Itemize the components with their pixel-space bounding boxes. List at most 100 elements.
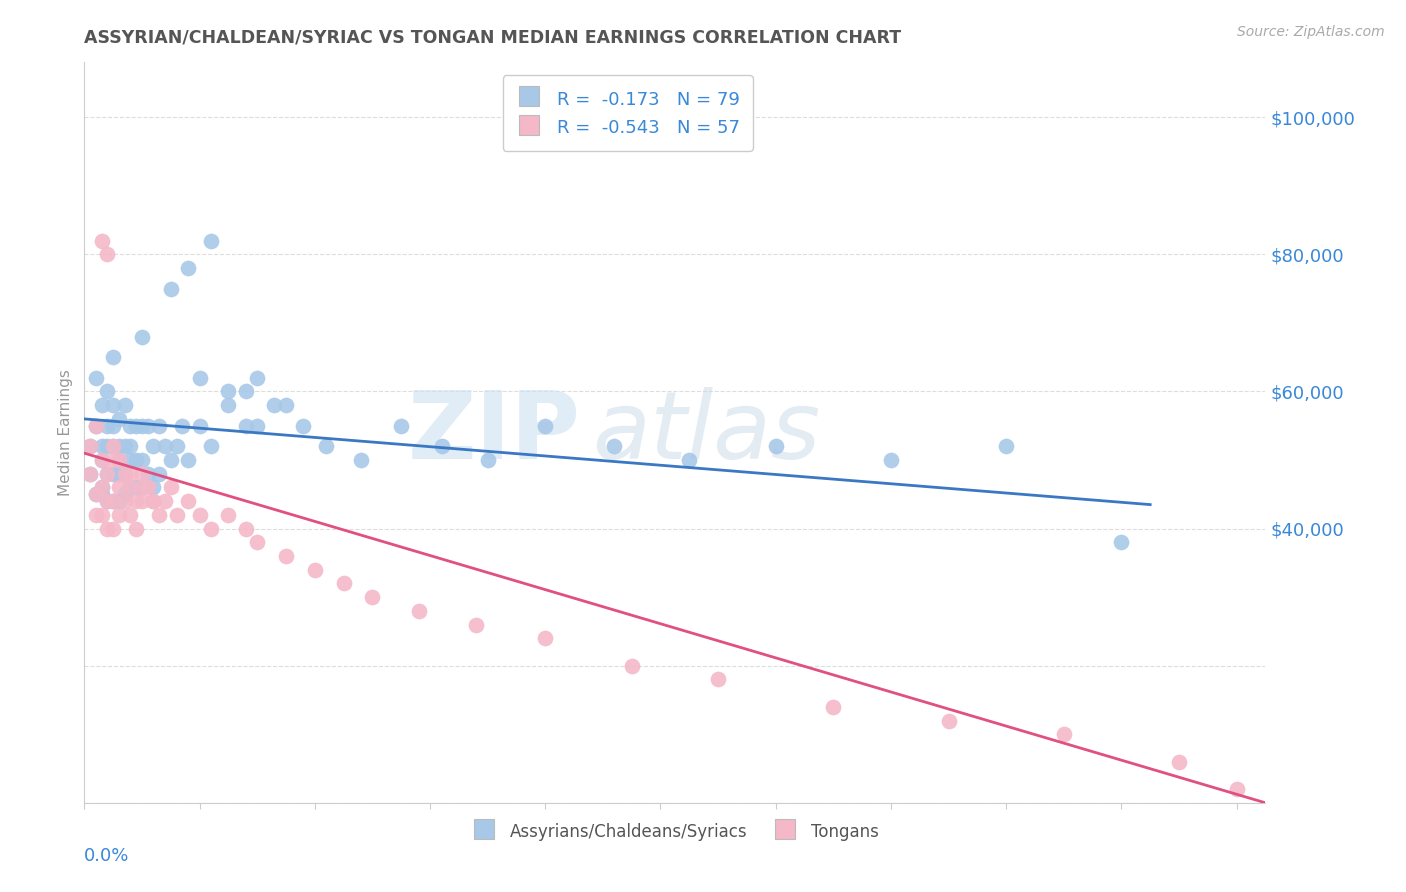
Point bbox=[84, 418, 107, 433]
Point bbox=[177, 494, 200, 508]
Point bbox=[90, 453, 112, 467]
Text: atlas: atlas bbox=[592, 387, 821, 478]
Point bbox=[96, 522, 118, 536]
Point bbox=[108, 453, 131, 467]
Point bbox=[90, 439, 112, 453]
Point bbox=[148, 508, 170, 522]
Point bbox=[142, 494, 165, 508]
Point bbox=[114, 487, 136, 501]
Point bbox=[125, 418, 148, 433]
Point bbox=[1111, 535, 1133, 549]
Point bbox=[188, 371, 211, 385]
Point bbox=[200, 439, 222, 453]
Point bbox=[90, 398, 112, 412]
Point bbox=[131, 494, 153, 508]
Point bbox=[200, 234, 222, 248]
Point bbox=[361, 590, 384, 604]
Point bbox=[465, 617, 488, 632]
Point bbox=[136, 467, 159, 481]
Point bbox=[114, 398, 136, 412]
Point bbox=[79, 467, 101, 481]
Point bbox=[84, 371, 107, 385]
Point bbox=[166, 439, 188, 453]
Point bbox=[96, 439, 118, 453]
Point bbox=[823, 699, 845, 714]
Point bbox=[114, 439, 136, 453]
Point bbox=[159, 480, 181, 494]
Text: Source: ZipAtlas.com: Source: ZipAtlas.com bbox=[1237, 25, 1385, 39]
Point bbox=[108, 412, 131, 426]
Point bbox=[108, 480, 131, 494]
Point bbox=[96, 494, 118, 508]
Point bbox=[188, 418, 211, 433]
Point bbox=[235, 384, 257, 399]
Point bbox=[108, 494, 131, 508]
Point bbox=[315, 439, 337, 453]
Point bbox=[101, 522, 124, 536]
Point bbox=[430, 439, 453, 453]
Point bbox=[114, 494, 136, 508]
Point bbox=[172, 418, 194, 433]
Point bbox=[101, 494, 124, 508]
Point bbox=[274, 398, 297, 412]
Point bbox=[84, 418, 107, 433]
Point bbox=[707, 673, 730, 687]
Point bbox=[120, 480, 142, 494]
Point bbox=[235, 522, 257, 536]
Point bbox=[136, 418, 159, 433]
Point bbox=[246, 535, 269, 549]
Point bbox=[263, 398, 285, 412]
Point bbox=[101, 453, 124, 467]
Point bbox=[90, 480, 112, 494]
Point bbox=[101, 350, 124, 364]
Point bbox=[120, 467, 142, 481]
Point bbox=[534, 418, 557, 433]
Point bbox=[125, 522, 148, 536]
Point bbox=[177, 453, 200, 467]
Point bbox=[101, 467, 124, 481]
Legend: Assyrians/Chaldeans/Syriacs, Tongans: Assyrians/Chaldeans/Syriacs, Tongans bbox=[463, 813, 887, 850]
Point bbox=[79, 439, 101, 453]
Point bbox=[217, 384, 239, 399]
Point bbox=[880, 453, 903, 467]
Point bbox=[620, 658, 643, 673]
Point bbox=[408, 604, 430, 618]
Point bbox=[1168, 755, 1191, 769]
Point bbox=[96, 384, 118, 399]
Point bbox=[90, 508, 112, 522]
Point bbox=[120, 480, 142, 494]
Point bbox=[153, 439, 176, 453]
Point bbox=[120, 453, 142, 467]
Point bbox=[101, 398, 124, 412]
Text: ZIP: ZIP bbox=[408, 386, 581, 479]
Point bbox=[96, 467, 118, 481]
Point bbox=[101, 494, 124, 508]
Point bbox=[114, 467, 136, 481]
Point bbox=[292, 418, 315, 433]
Point bbox=[246, 371, 269, 385]
Point bbox=[125, 480, 148, 494]
Point bbox=[1053, 727, 1076, 741]
Point bbox=[131, 480, 153, 494]
Point bbox=[142, 480, 165, 494]
Point bbox=[389, 418, 412, 433]
Point bbox=[90, 487, 112, 501]
Point bbox=[304, 563, 326, 577]
Point bbox=[765, 439, 787, 453]
Point bbox=[131, 418, 153, 433]
Point bbox=[131, 467, 153, 481]
Point bbox=[90, 453, 112, 467]
Point bbox=[246, 418, 269, 433]
Point bbox=[101, 439, 124, 453]
Point bbox=[678, 453, 700, 467]
Point bbox=[142, 439, 165, 453]
Point bbox=[136, 480, 159, 494]
Point bbox=[159, 453, 181, 467]
Point bbox=[603, 439, 626, 453]
Point bbox=[79, 467, 101, 481]
Text: 0.0%: 0.0% bbox=[84, 847, 129, 865]
Point bbox=[188, 508, 211, 522]
Point bbox=[108, 453, 131, 467]
Text: ASSYRIAN/CHALDEAN/SYRIAC VS TONGAN MEDIAN EARNINGS CORRELATION CHART: ASSYRIAN/CHALDEAN/SYRIAC VS TONGAN MEDIA… bbox=[84, 29, 901, 47]
Point bbox=[120, 418, 142, 433]
